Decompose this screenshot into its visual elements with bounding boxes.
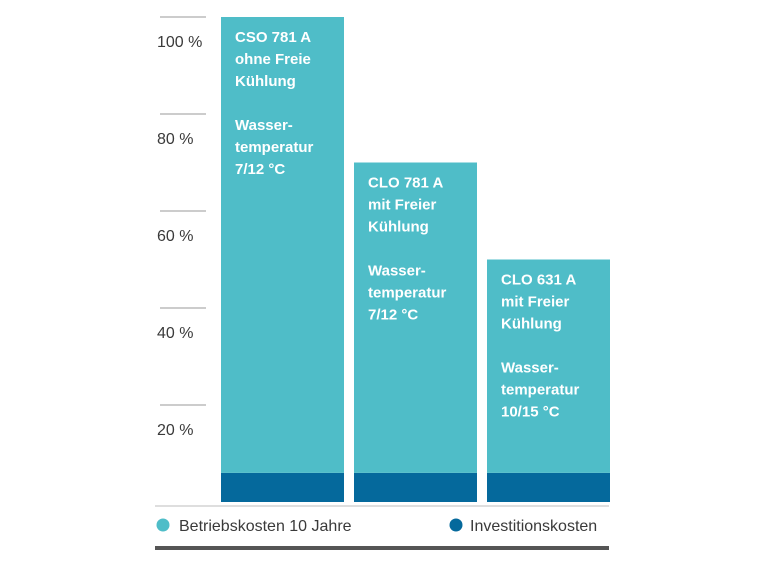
legend-swatch-1	[156, 518, 170, 532]
bar-betriebskosten-2	[354, 162, 477, 473]
bar-label-line: CLO 781 A	[368, 175, 443, 192]
y-tick-label: 80 %	[157, 131, 193, 148]
bar-label-line: ohne Freie	[235, 51, 311, 68]
bar-investitionskosten-2	[354, 472, 477, 502]
bar-label-line: CLO 631 A	[501, 272, 576, 289]
bar-label-2: CLO 781 A mit Freier Kühlung Wasser-temper…	[368, 175, 447, 324]
bar-label-line: Wasser-	[235, 117, 293, 134]
y-tick-label: 60 %	[157, 228, 193, 245]
bar-label-line: mit Freier	[368, 197, 437, 214]
legend-swatch-2	[449, 518, 463, 532]
bar-label-line: Kühlung	[235, 73, 296, 90]
y-tick-label: 100 %	[157, 34, 202, 51]
bar-label-3: CLO 631 A mit Freier Kühlung Wasser-temper…	[501, 272, 580, 421]
bar-label-line	[501, 338, 505, 355]
bar-label-line: Kühlung	[368, 219, 429, 236]
bar-label-line: Wasser-	[368, 263, 426, 280]
bar-label-line: temperatur	[501, 382, 580, 399]
legend-label-1: Betriebskosten 10 Jahre	[179, 518, 352, 535]
legend-bottom-rule	[155, 546, 609, 550]
bar-label-line: temperatur	[368, 285, 447, 302]
bar-label-line: 7/12 °C	[368, 307, 418, 324]
y-tick-label: 20 %	[157, 422, 193, 439]
bar-label-line: 7/12 °C	[235, 161, 285, 178]
bar-label-line: Kühlung	[501, 316, 562, 333]
bar-investitionskosten-3	[487, 472, 610, 502]
bar-investitionskosten-1	[221, 472, 344, 502]
bar-label-line	[368, 241, 372, 258]
bar-label-line: CSO 781 A	[235, 29, 311, 46]
bar-label-line: Wasser-	[501, 360, 559, 377]
bar-betriebskosten-1	[221, 17, 344, 473]
bar-label-line	[235, 95, 239, 112]
bar-label-1: CSO 781 A ohne Freie Kühlung Wasser-temper…	[235, 29, 314, 178]
bar-label-line: mit Freier	[501, 294, 570, 311]
y-tick-label: 40 %	[157, 325, 193, 342]
bar-label-line: 10/15 °C	[501, 404, 560, 421]
bar-betriebskosten-3	[487, 259, 610, 473]
legend-label-2: Investitionskosten	[470, 518, 597, 535]
bar-label-line: temperatur	[235, 139, 314, 156]
